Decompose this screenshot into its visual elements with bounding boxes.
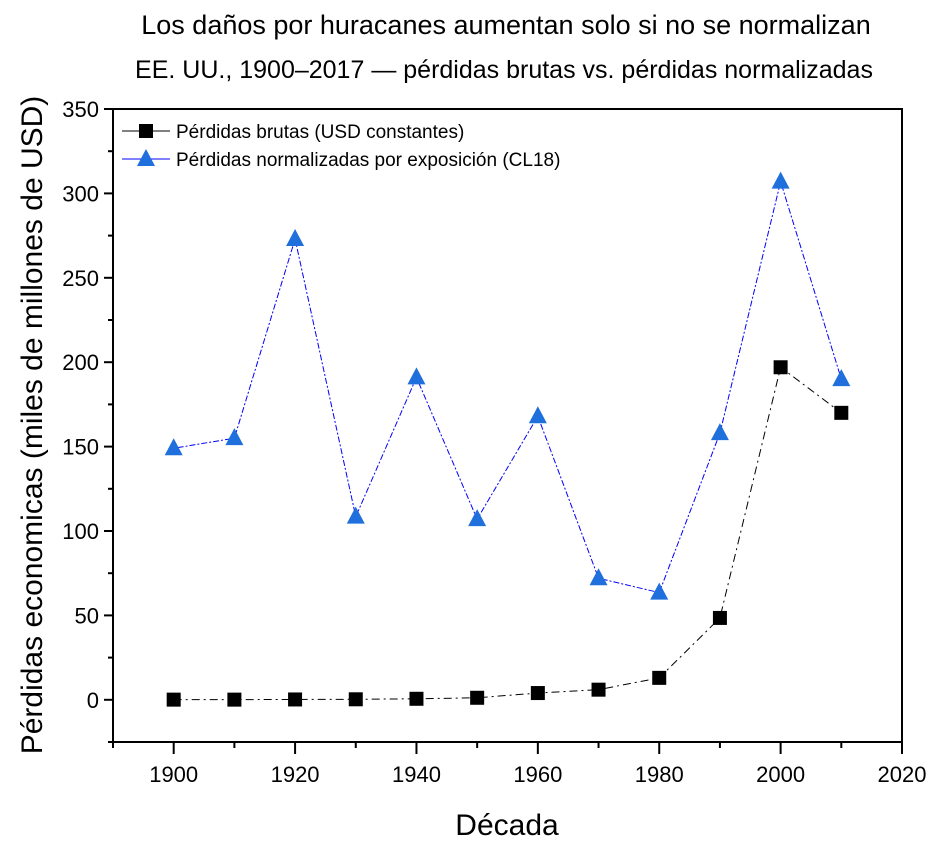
data-point-square [652, 670, 667, 685]
x-tick-label: 1980 [635, 762, 684, 787]
data-point-square [227, 692, 242, 707]
y-tick-label: 200 [62, 350, 99, 375]
data-point-square [834, 405, 849, 420]
y-tick-label: 350 [62, 97, 99, 122]
data-point-triangle [832, 369, 851, 387]
legend-marker-square [139, 124, 153, 138]
data-point-triangle [346, 506, 365, 524]
legend-label: Pérdidas brutas (USD constantes) [176, 122, 464, 143]
series-line [173, 366, 842, 701]
data-point-square [712, 610, 727, 625]
data-point-square [348, 692, 363, 707]
legend-marker-triangle [137, 149, 155, 166]
data-point-triangle [710, 423, 729, 441]
data-point-square [288, 692, 303, 707]
legend: Pérdidas brutas (USD constantes) Pérdidas… [122, 122, 560, 171]
data-point-square [409, 691, 424, 706]
data-point-triangle [589, 568, 608, 586]
x-tick-label: 1900 [149, 762, 198, 787]
y-axis-label: Pérdidas economicas (miles de millones d… [16, 96, 49, 755]
data-point-triangle [164, 438, 183, 456]
data-point-triangle [528, 406, 547, 424]
x-tick-label: 1920 [271, 762, 320, 787]
y-tick-label: 300 [62, 181, 99, 206]
x-tick-label: 2000 [756, 762, 805, 787]
data-point-triangle [407, 367, 426, 385]
chart-title: Los daños por huracanes aumentan solo si… [141, 10, 870, 40]
x-tick-label: 1940 [392, 762, 441, 787]
data-point-triangle [286, 228, 305, 246]
data-point-triangle [771, 171, 790, 189]
data-point-square [591, 682, 606, 697]
series-raw [166, 360, 849, 707]
y-tick-label: 50 [75, 603, 99, 628]
data-point-square [530, 686, 545, 701]
y-tick-label: 250 [62, 266, 99, 291]
data-point-square [470, 690, 485, 705]
x-tick-label: 1960 [513, 762, 562, 787]
chart-subtitle: EE. UU., 1900–2017 — pérdidas brutas vs.… [135, 56, 873, 84]
x-tick-label: 2020 [878, 762, 927, 787]
data-point-square [773, 360, 788, 375]
plot-frame [112, 108, 903, 743]
y-tick-label: 0 [87, 688, 99, 713]
y-tick-label: 150 [62, 435, 99, 460]
data-point-triangle [225, 428, 244, 446]
series-normalized [164, 171, 851, 600]
data-point-triangle [468, 509, 487, 527]
data-point-triangle [650, 582, 669, 600]
data-point-square [166, 692, 181, 707]
legend-label: Pérdidas normalizadas por exposición (CL… [176, 150, 560, 171]
y-tick-label: 100 [62, 519, 99, 544]
x-axis-label: Década [455, 809, 559, 842]
series-line [173, 179, 842, 594]
